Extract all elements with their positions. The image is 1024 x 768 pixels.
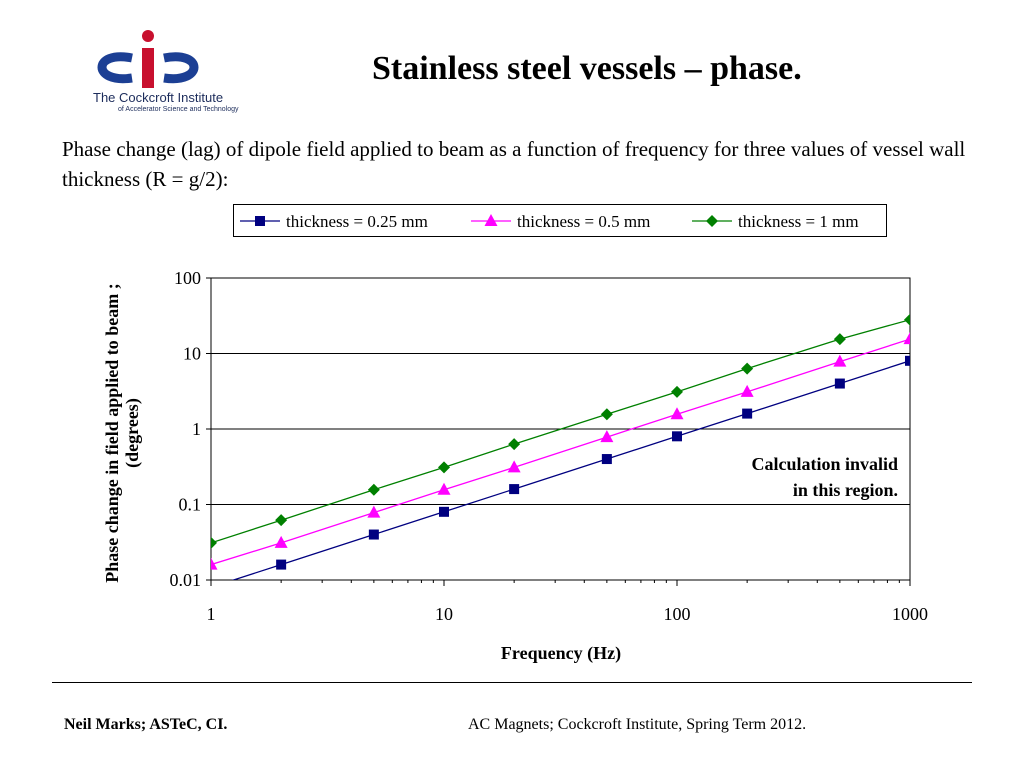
data-point bbox=[438, 461, 450, 474]
x-tick-label: 1000 bbox=[892, 604, 928, 624]
data-point bbox=[670, 407, 684, 420]
chart-legend: thickness = 0.25 mm thickness = 0.5 mm thi… bbox=[233, 204, 887, 237]
data-point bbox=[905, 355, 910, 366]
logo-text: The Cockcroft Institute bbox=[93, 90, 224, 105]
y-tick-label: 100 bbox=[174, 268, 201, 288]
data-point bbox=[600, 408, 613, 421]
data-point bbox=[437, 482, 451, 495]
data-point bbox=[741, 362, 754, 375]
data-point bbox=[742, 408, 753, 419]
data-point bbox=[509, 484, 520, 495]
y-tick-label: 0.1 bbox=[179, 495, 202, 515]
series-line bbox=[231, 360, 910, 580]
x-tick-label: 1 bbox=[207, 604, 216, 624]
legend-label: thickness = 0.25 mm bbox=[286, 212, 428, 231]
data-point bbox=[367, 505, 381, 518]
data-point bbox=[368, 529, 379, 540]
data-point bbox=[834, 378, 845, 389]
data-point bbox=[904, 313, 910, 326]
data-point bbox=[367, 483, 380, 496]
y-tick-label: 1 bbox=[192, 419, 201, 439]
x-tick-label: 100 bbox=[664, 604, 691, 624]
slide-title: Stainless steel vessels – phase. bbox=[372, 50, 802, 87]
data-point bbox=[833, 354, 847, 367]
x-axis-label: Frequency (Hz) bbox=[500, 643, 622, 663]
series-line bbox=[211, 338, 910, 566]
y-tick-label: 10 bbox=[183, 344, 201, 364]
cockcroft-logo: The Cockcroft Institute of Accelerator S… bbox=[88, 28, 248, 120]
footer-author: Neil Marks; ASTeC, CI. bbox=[64, 716, 228, 733]
legend-marker bbox=[255, 216, 265, 226]
data-point bbox=[601, 454, 612, 465]
series-line bbox=[211, 319, 910, 544]
series-3 bbox=[211, 313, 910, 549]
logo-subtext: of Accelerator Science and Technology bbox=[118, 106, 239, 113]
slide-subtitle: Phase change (lag) of dipole field appli… bbox=[62, 137, 966, 191]
series-1 bbox=[231, 355, 910, 580]
legend-entries: thickness = 0.25 mm thickness = 0.5 mm thi… bbox=[240, 212, 859, 231]
data-point bbox=[439, 506, 449, 517]
data-point bbox=[275, 514, 288, 527]
data-point bbox=[903, 332, 910, 345]
data-point bbox=[672, 431, 682, 442]
x-tick-label: 10 bbox=[435, 604, 453, 624]
legend-label: thickness = 1 mm bbox=[738, 212, 859, 231]
legend-marker bbox=[706, 215, 718, 227]
data-point bbox=[211, 557, 218, 570]
data-point bbox=[600, 430, 614, 443]
data-point bbox=[507, 460, 521, 473]
legend-marker bbox=[484, 214, 498, 226]
data-point bbox=[833, 333, 846, 346]
data-point bbox=[274, 535, 288, 548]
data-point bbox=[211, 536, 217, 549]
series-2 bbox=[211, 332, 910, 570]
data-point bbox=[740, 384, 754, 397]
data-point bbox=[671, 385, 683, 398]
y-axis-label: Phase change in field applied to beam ; … bbox=[102, 283, 142, 583]
footer-course: AC Magnets; Cockcroft Institute, Spring … bbox=[468, 716, 807, 733]
footer-divider bbox=[52, 682, 972, 683]
logo-emblem-icon bbox=[97, 30, 199, 88]
data-point bbox=[276, 559, 287, 570]
invalid-region-note: Calculation invalid in this region. bbox=[751, 454, 898, 500]
legend-label: thickness = 0.5 mm bbox=[517, 212, 650, 231]
phase-chart: 0.01 0.1 1 10 100 1 10 100 1000 bbox=[170, 268, 929, 624]
data-point bbox=[508, 438, 521, 451]
y-tick-label: 0.01 bbox=[170, 570, 202, 590]
